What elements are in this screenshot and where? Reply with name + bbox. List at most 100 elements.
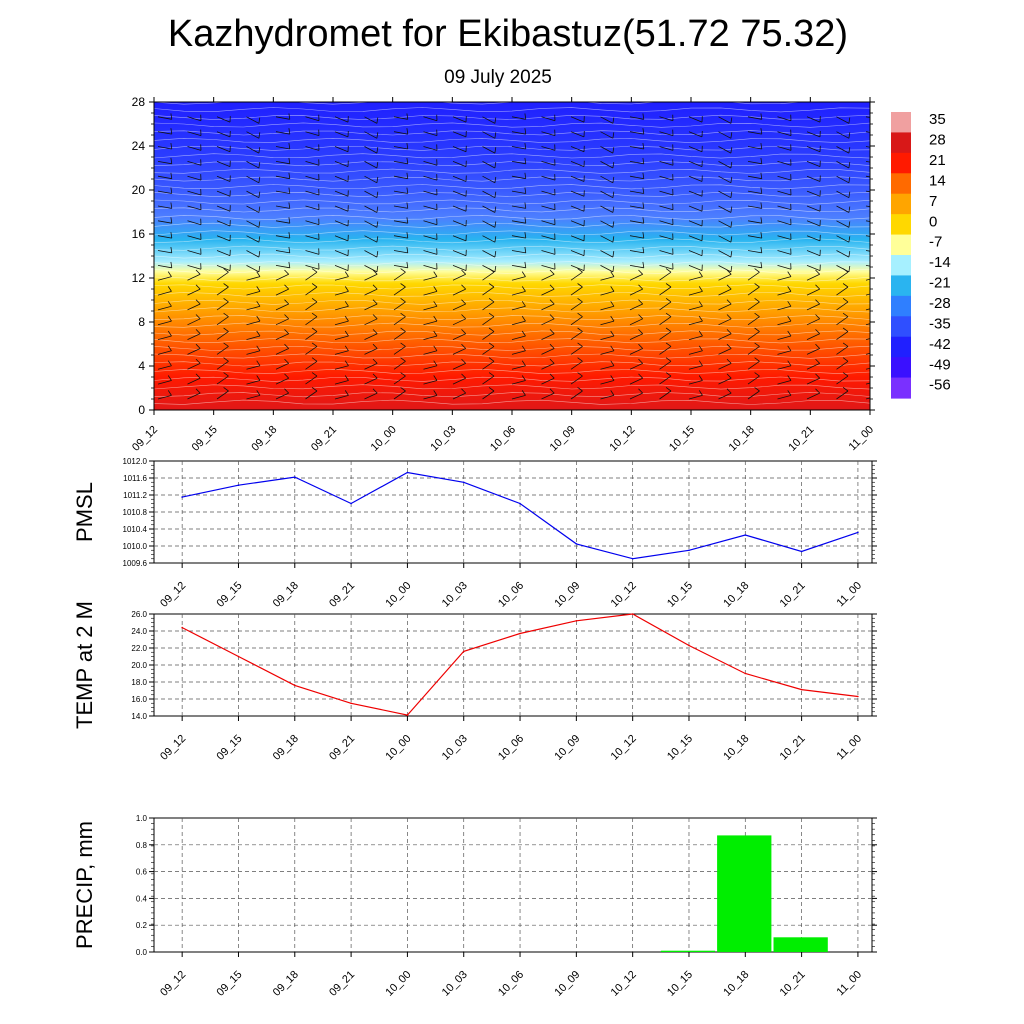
wind-barb	[364, 131, 378, 139]
wind-barb	[570, 220, 585, 227]
wind-barb	[600, 365, 615, 370]
wind-barb-flag	[223, 312, 229, 318]
wind-barb	[305, 375, 318, 385]
data-point	[294, 684, 296, 687]
colorbar-segment	[891, 255, 911, 277]
wind-barb	[659, 131, 674, 136]
wind-barb-flag	[344, 375, 349, 381]
wind-barb	[865, 190, 870, 193]
wind-barb-flag	[258, 191, 261, 198]
data-point	[519, 632, 521, 635]
wind-barb	[570, 131, 585, 138]
wind-barb	[600, 175, 614, 184]
wind-barb-flag	[842, 283, 849, 288]
wind-barb-flag	[167, 345, 172, 352]
wind-barb-flag	[311, 357, 318, 362]
isoline	[154, 299, 870, 305]
x-tick-label: 10_15	[665, 580, 695, 610]
wind-barb	[629, 116, 644, 120]
wind-barb	[187, 265, 202, 270]
wind-barb	[511, 161, 526, 165]
wind-barb	[246, 265, 260, 273]
wind-barb-flag	[879, 158, 880, 164]
colorbar-segment	[891, 295, 911, 317]
wind-barb	[747, 316, 760, 326]
wind-barb	[452, 250, 467, 257]
isoline	[154, 222, 870, 228]
wind-barb	[482, 235, 496, 243]
wind-barb-flag	[524, 232, 527, 239]
wind-barb	[334, 220, 349, 227]
wind-barb-flag	[642, 113, 645, 120]
wind-barb	[747, 265, 762, 269]
wind-barb-flag	[698, 390, 703, 396]
wind-barb	[600, 265, 614, 273]
wind-barb	[216, 375, 229, 385]
wind-barb-flag	[170, 202, 173, 209]
wind-barb-flag	[256, 330, 261, 337]
y-tick-label: 24	[132, 139, 146, 153]
wind-barb	[747, 161, 762, 165]
wind-barb	[629, 250, 644, 254]
isoline	[154, 307, 870, 313]
colorbar-segment	[891, 132, 911, 154]
y-tick-label: 24.0	[131, 627, 147, 636]
x-tick-label: 10_03	[440, 733, 470, 763]
y-axis-title: PRECIP, mm	[72, 821, 97, 949]
wind-barb	[865, 397, 870, 400]
wind-barb-flag	[787, 330, 792, 337]
data-point	[237, 655, 240, 658]
isoline	[154, 330, 870, 336]
wind-barb	[777, 350, 792, 355]
wind-barb	[865, 338, 870, 340]
wind-barb-flag	[549, 329, 555, 334]
wind-barb	[836, 116, 850, 124]
wind-barb	[747, 271, 760, 281]
wind-barb	[482, 316, 495, 326]
wind-barb-flag	[488, 283, 495, 288]
wind-barb	[600, 161, 614, 169]
wind-barb	[688, 146, 703, 153]
wind-barb-flag	[612, 236, 615, 243]
isolines	[154, 102, 870, 405]
isoline	[154, 122, 870, 128]
y-tick-label: 0.0	[136, 948, 148, 957]
wind-barb-flag	[400, 283, 406, 288]
wind-barb-flag	[638, 329, 643, 334]
wind-barb-flag	[815, 329, 820, 334]
wind-barb	[364, 205, 378, 213]
colorbar: 35 28 21 14 7 0 -7 -14 -21 -28 -35 -42 -49 -56	[891, 111, 951, 399]
colorbar-segment	[891, 112, 911, 134]
wind-barb	[718, 190, 732, 199]
chart-date: 09 July 2025	[444, 67, 552, 88]
wind-barb-flag	[288, 202, 291, 209]
wind-barb	[747, 301, 760, 311]
y-tick-label: 1012.0	[123, 457, 148, 466]
wind-barb-flag	[698, 345, 703, 352]
wind-barb	[423, 205, 438, 211]
wind-barb	[334, 161, 349, 167]
wind-barb-flag	[494, 191, 497, 198]
y-tick-label: 26.0	[131, 610, 147, 619]
wind-barb-flag	[223, 327, 229, 332]
wind-barb	[393, 250, 408, 254]
wind-barb	[747, 235, 762, 239]
wind-barb-flag	[610, 345, 615, 352]
wind-barbs	[157, 113, 880, 400]
wind-barb	[718, 392, 732, 400]
wind-barb-flag	[256, 301, 261, 307]
wind-barb	[423, 350, 438, 355]
wind-barb	[216, 265, 231, 271]
wind-barb-flag	[876, 286, 879, 291]
wind-barb	[747, 390, 760, 400]
wind-barb-flag	[787, 286, 792, 292]
isoline	[154, 207, 870, 213]
wind-barb	[187, 318, 201, 326]
wind-barb	[423, 235, 438, 240]
wind-barb-flag	[610, 360, 615, 366]
wind-barb	[393, 220, 408, 224]
data-point	[575, 620, 578, 622]
wind-barb	[275, 363, 289, 370]
wind-barb-flag	[577, 268, 583, 273]
x-tick-label: 10_00	[383, 733, 413, 763]
